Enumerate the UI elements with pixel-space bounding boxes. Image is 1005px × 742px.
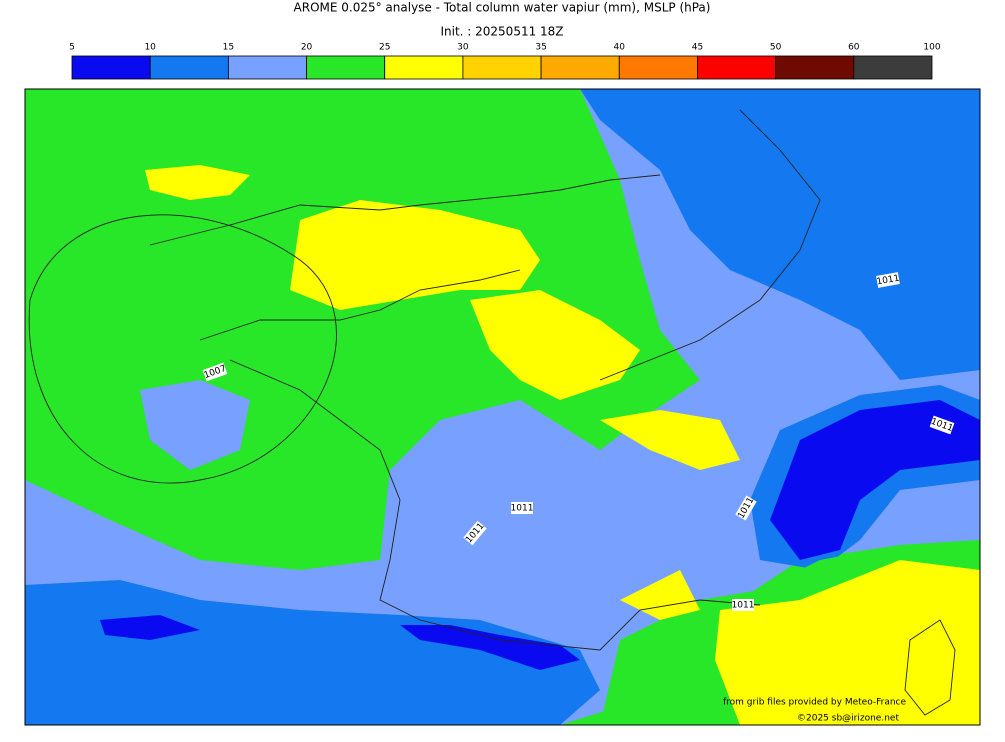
colorbar-tick-label: 20 <box>301 43 313 53</box>
colorbar-segment <box>149 55 229 80</box>
field-region <box>140 380 250 470</box>
isobar-label-bg <box>735 495 757 521</box>
isobar-label-bg <box>876 272 900 288</box>
colorbar-segment <box>540 55 620 80</box>
colorbar-tick-label: 50 <box>770 43 782 53</box>
colorbar-tick-label: 15 <box>223 43 234 53</box>
colorbar-tick-label: 30 <box>457 43 469 53</box>
field-region <box>290 200 540 310</box>
field-region <box>400 625 580 670</box>
field-region <box>620 570 700 620</box>
colorbar-tick-label: 5 <box>69 43 75 53</box>
colorbar-segment <box>853 55 933 80</box>
field-region <box>715 560 980 725</box>
isobar-label-text: 1011 <box>876 274 900 288</box>
colorbar-tick-label: 100 <box>923 43 940 53</box>
colorbar-segment <box>306 55 386 80</box>
colorbar-tick-label: 60 <box>848 43 860 53</box>
coastline <box>599 109 821 381</box>
colorbar-segment <box>71 55 151 80</box>
isobar-label-text: 1011 <box>511 504 534 514</box>
field-region <box>100 615 200 640</box>
field-region <box>580 89 980 380</box>
isobar-label-bg <box>732 599 754 611</box>
colorbar-tick-label: 10 <box>144 43 156 53</box>
isobar-label-text: 1011 <box>732 601 755 611</box>
colorbar-segment <box>775 55 855 80</box>
colorbar-tick-label: 40 <box>614 43 626 53</box>
coastline <box>229 359 761 651</box>
colorbar-segment <box>384 55 464 80</box>
colorbar-segment <box>697 55 777 80</box>
map <box>25 89 980 725</box>
coastline <box>149 174 661 246</box>
colorbar-tick-label: 35 <box>535 43 546 53</box>
map-frame <box>24 88 981 726</box>
subtitle: Init. : 20250511 18Z <box>440 25 563 39</box>
colorbar: 5 10 15 20 25 30 35 40 45 50 60 100 <box>69 43 941 80</box>
colorbar-segment <box>462 55 542 80</box>
coastline <box>199 269 521 341</box>
isobar <box>28 214 337 484</box>
field-region <box>770 400 980 560</box>
isobar-label-bg <box>463 520 487 546</box>
isobar-label: 1011 <box>511 502 534 514</box>
credit: from grib files provided by Meteo-France <box>723 698 906 708</box>
field-region <box>600 410 740 470</box>
isobar-label-bg <box>511 502 533 514</box>
credit: ©2025 sb@irizone.net <box>797 714 899 724</box>
colorbar-tick-label: 45 <box>692 43 703 53</box>
field-region <box>145 165 250 200</box>
isobar-label-bg <box>929 415 955 435</box>
colorbar-segment <box>618 55 698 80</box>
field-region <box>470 290 640 400</box>
colorbar-segment <box>227 55 307 80</box>
isobar-label: 1011 <box>732 599 755 611</box>
coastline <box>904 619 956 716</box>
field-region <box>25 580 600 725</box>
isobar-label: 1011 <box>876 272 900 288</box>
colorbar-tick-label: 25 <box>379 43 390 53</box>
title: AROME 0.025° analyse - Total column wate… <box>294 1 711 15</box>
isobar-label-bg <box>202 362 228 382</box>
